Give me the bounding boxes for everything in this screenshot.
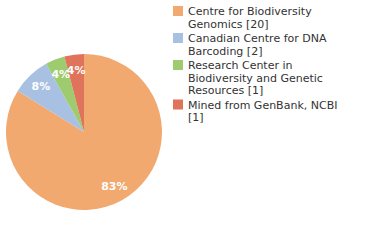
legend-swatch <box>173 33 183 43</box>
legend-item: Mined from GenBank, NCBI[1] <box>173 99 337 125</box>
chart: 83%8%4%4%Centre for BiodiversityGenomics… <box>0 0 380 240</box>
legend-label: Canadian Centre for DNABarcoding [2] <box>188 32 327 58</box>
data-labels: 83%8%4%4% <box>32 64 128 193</box>
legend-label-line: [1] <box>188 111 204 124</box>
legend-label-line: Resources [1] <box>188 84 263 97</box>
legend-label-line: Genomics [20] <box>188 18 269 31</box>
legend-label-line: Canadian Centre for DNA <box>188 32 327 45</box>
legend-item: Research Center inBiodiversity and Genet… <box>173 59 323 97</box>
legend-item: Centre for BiodiversityGenomics [20] <box>173 5 312 31</box>
pie <box>6 54 162 210</box>
legend-label-line: Biodiversity and Genetic <box>188 72 323 85</box>
legend-item: Canadian Centre for DNABarcoding [2] <box>173 32 327 58</box>
legend-swatch <box>173 100 183 110</box>
legend-label-line: Mined from GenBank, NCBI <box>188 99 337 112</box>
legend-label: Research Center inBiodiversity and Genet… <box>188 59 323 97</box>
legend-label-line: Barcoding [2] <box>188 45 262 58</box>
legend-label: Mined from GenBank, NCBI[1] <box>188 99 337 125</box>
legend-swatch <box>173 6 183 16</box>
legend: Centre for BiodiversityGenomics [20]Cana… <box>173 5 337 124</box>
legend-label-line: Centre for Biodiversity <box>188 5 312 18</box>
legend-label: Centre for BiodiversityGenomics [20] <box>188 5 312 31</box>
data-label: 83% <box>101 180 127 193</box>
data-label: 4% <box>67 64 86 77</box>
legend-swatch <box>173 60 183 70</box>
legend-label-line: Research Center in <box>188 59 293 72</box>
data-label: 8% <box>32 80 51 93</box>
pie-slice <box>6 54 162 210</box>
